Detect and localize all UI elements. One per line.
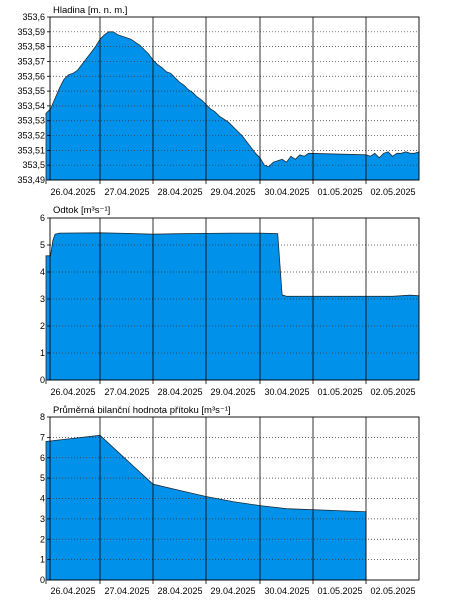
- y-tick-label: 353,56: [17, 71, 45, 81]
- plot-frame: [49, 16, 420, 181]
- y-tick-label: 0: [40, 375, 45, 385]
- x-tick-label: 30.04.2025: [264, 586, 309, 596]
- y-tick-label: 353,58: [17, 42, 45, 52]
- series-area-hladina: [45, 31, 420, 181]
- x-tick-label: 02.05.2025: [370, 187, 415, 197]
- x-tick-label: 28.04.2025: [157, 586, 202, 596]
- x-tick-label: 26.04.2025: [50, 387, 95, 397]
- y-tick-label: 4: [40, 494, 45, 504]
- y-tick-label: 7: [40, 432, 45, 442]
- x-tick-label: 28.04.2025: [157, 187, 202, 197]
- y-tick-label: 353,59: [17, 27, 45, 37]
- x-tick-label: 01.05.2025: [317, 187, 362, 197]
- y-tick-label: 4: [40, 267, 45, 277]
- plot-frame: [49, 416, 420, 581]
- y-tick-label: 353,53: [17, 116, 45, 126]
- y-tick-label: 8: [40, 412, 45, 422]
- x-tick-label: 02.05.2025: [370, 387, 415, 397]
- y-tick-label: 2: [40, 534, 45, 544]
- y-tick-label: 6: [40, 213, 45, 223]
- y-tick-label: 353,54: [17, 101, 45, 111]
- chart-panel-odtok: 0 1 2 3 4 5 6 26.04.2025 27.04.2025 28.04.2025 29.…: [40, 205, 420, 397]
- y-tick-label: 5: [40, 240, 45, 250]
- y-tick-label: 1: [40, 555, 45, 565]
- x-tick-label: 29.04.2025: [210, 586, 255, 596]
- chart-panel-pritok: 0 1 2 3 4 5 6 7 8 26.04.2025 27.04.2025 28.04.2025 2…: [40, 405, 420, 596]
- x-tick-label: 02.05.2025: [370, 586, 415, 596]
- y-tick-label: 3: [40, 294, 45, 304]
- y-tick-label: 353,57: [17, 56, 45, 66]
- x-tick-label: 30.04.2025: [264, 187, 309, 197]
- x-tick-label: 27.04.2025: [104, 387, 149, 397]
- x-tick-label: 27.04.2025: [104, 586, 149, 596]
- x-tick-label: 26.04.2025: [50, 586, 95, 596]
- chart-title: Odtok [m³s⁻¹]: [53, 205, 110, 216]
- x-tick-label: 01.05.2025: [317, 586, 362, 596]
- chart-panel-hladina: 353,49 353,5 353,51 353,52 353,53 353,54 353,5…: [17, 5, 420, 197]
- series-area-odtok: [45, 232, 420, 381]
- y-tick-label: 1: [40, 348, 45, 358]
- x-tick-label: 30.04.2025: [264, 387, 309, 397]
- chart-title: Hladina [m. n. m.]: [53, 5, 127, 16]
- x-tick-label: 27.04.2025: [104, 187, 149, 197]
- x-tick-label: 29.04.2025: [210, 387, 255, 397]
- y-tick-label: 353,5: [22, 160, 45, 170]
- x-tick-label: 28.04.2025: [157, 387, 202, 397]
- y-tick-label: 5: [40, 473, 45, 483]
- x-tick-label: 29.04.2025: [210, 187, 255, 197]
- x-tick-label: 01.05.2025: [317, 387, 362, 397]
- y-tick-label: 2: [40, 321, 45, 331]
- y-tick-label: 0: [40, 575, 45, 585]
- y-tick-label: 3: [40, 514, 45, 524]
- plot-frame: [49, 217, 420, 381]
- y-tick-label: 353,49: [17, 175, 45, 185]
- x-tick-label: 26.04.2025: [50, 187, 95, 197]
- chart-title: Průměrná bilanční hodnota přítoku [m³s⁻¹…: [53, 405, 231, 416]
- y-tick-label: 353,6: [22, 12, 45, 22]
- y-tick-label: 353,51: [17, 145, 45, 155]
- y-tick-label: 353,55: [17, 86, 45, 96]
- y-tick-label: 353,52: [17, 131, 45, 141]
- y-tick-label: 6: [40, 453, 45, 463]
